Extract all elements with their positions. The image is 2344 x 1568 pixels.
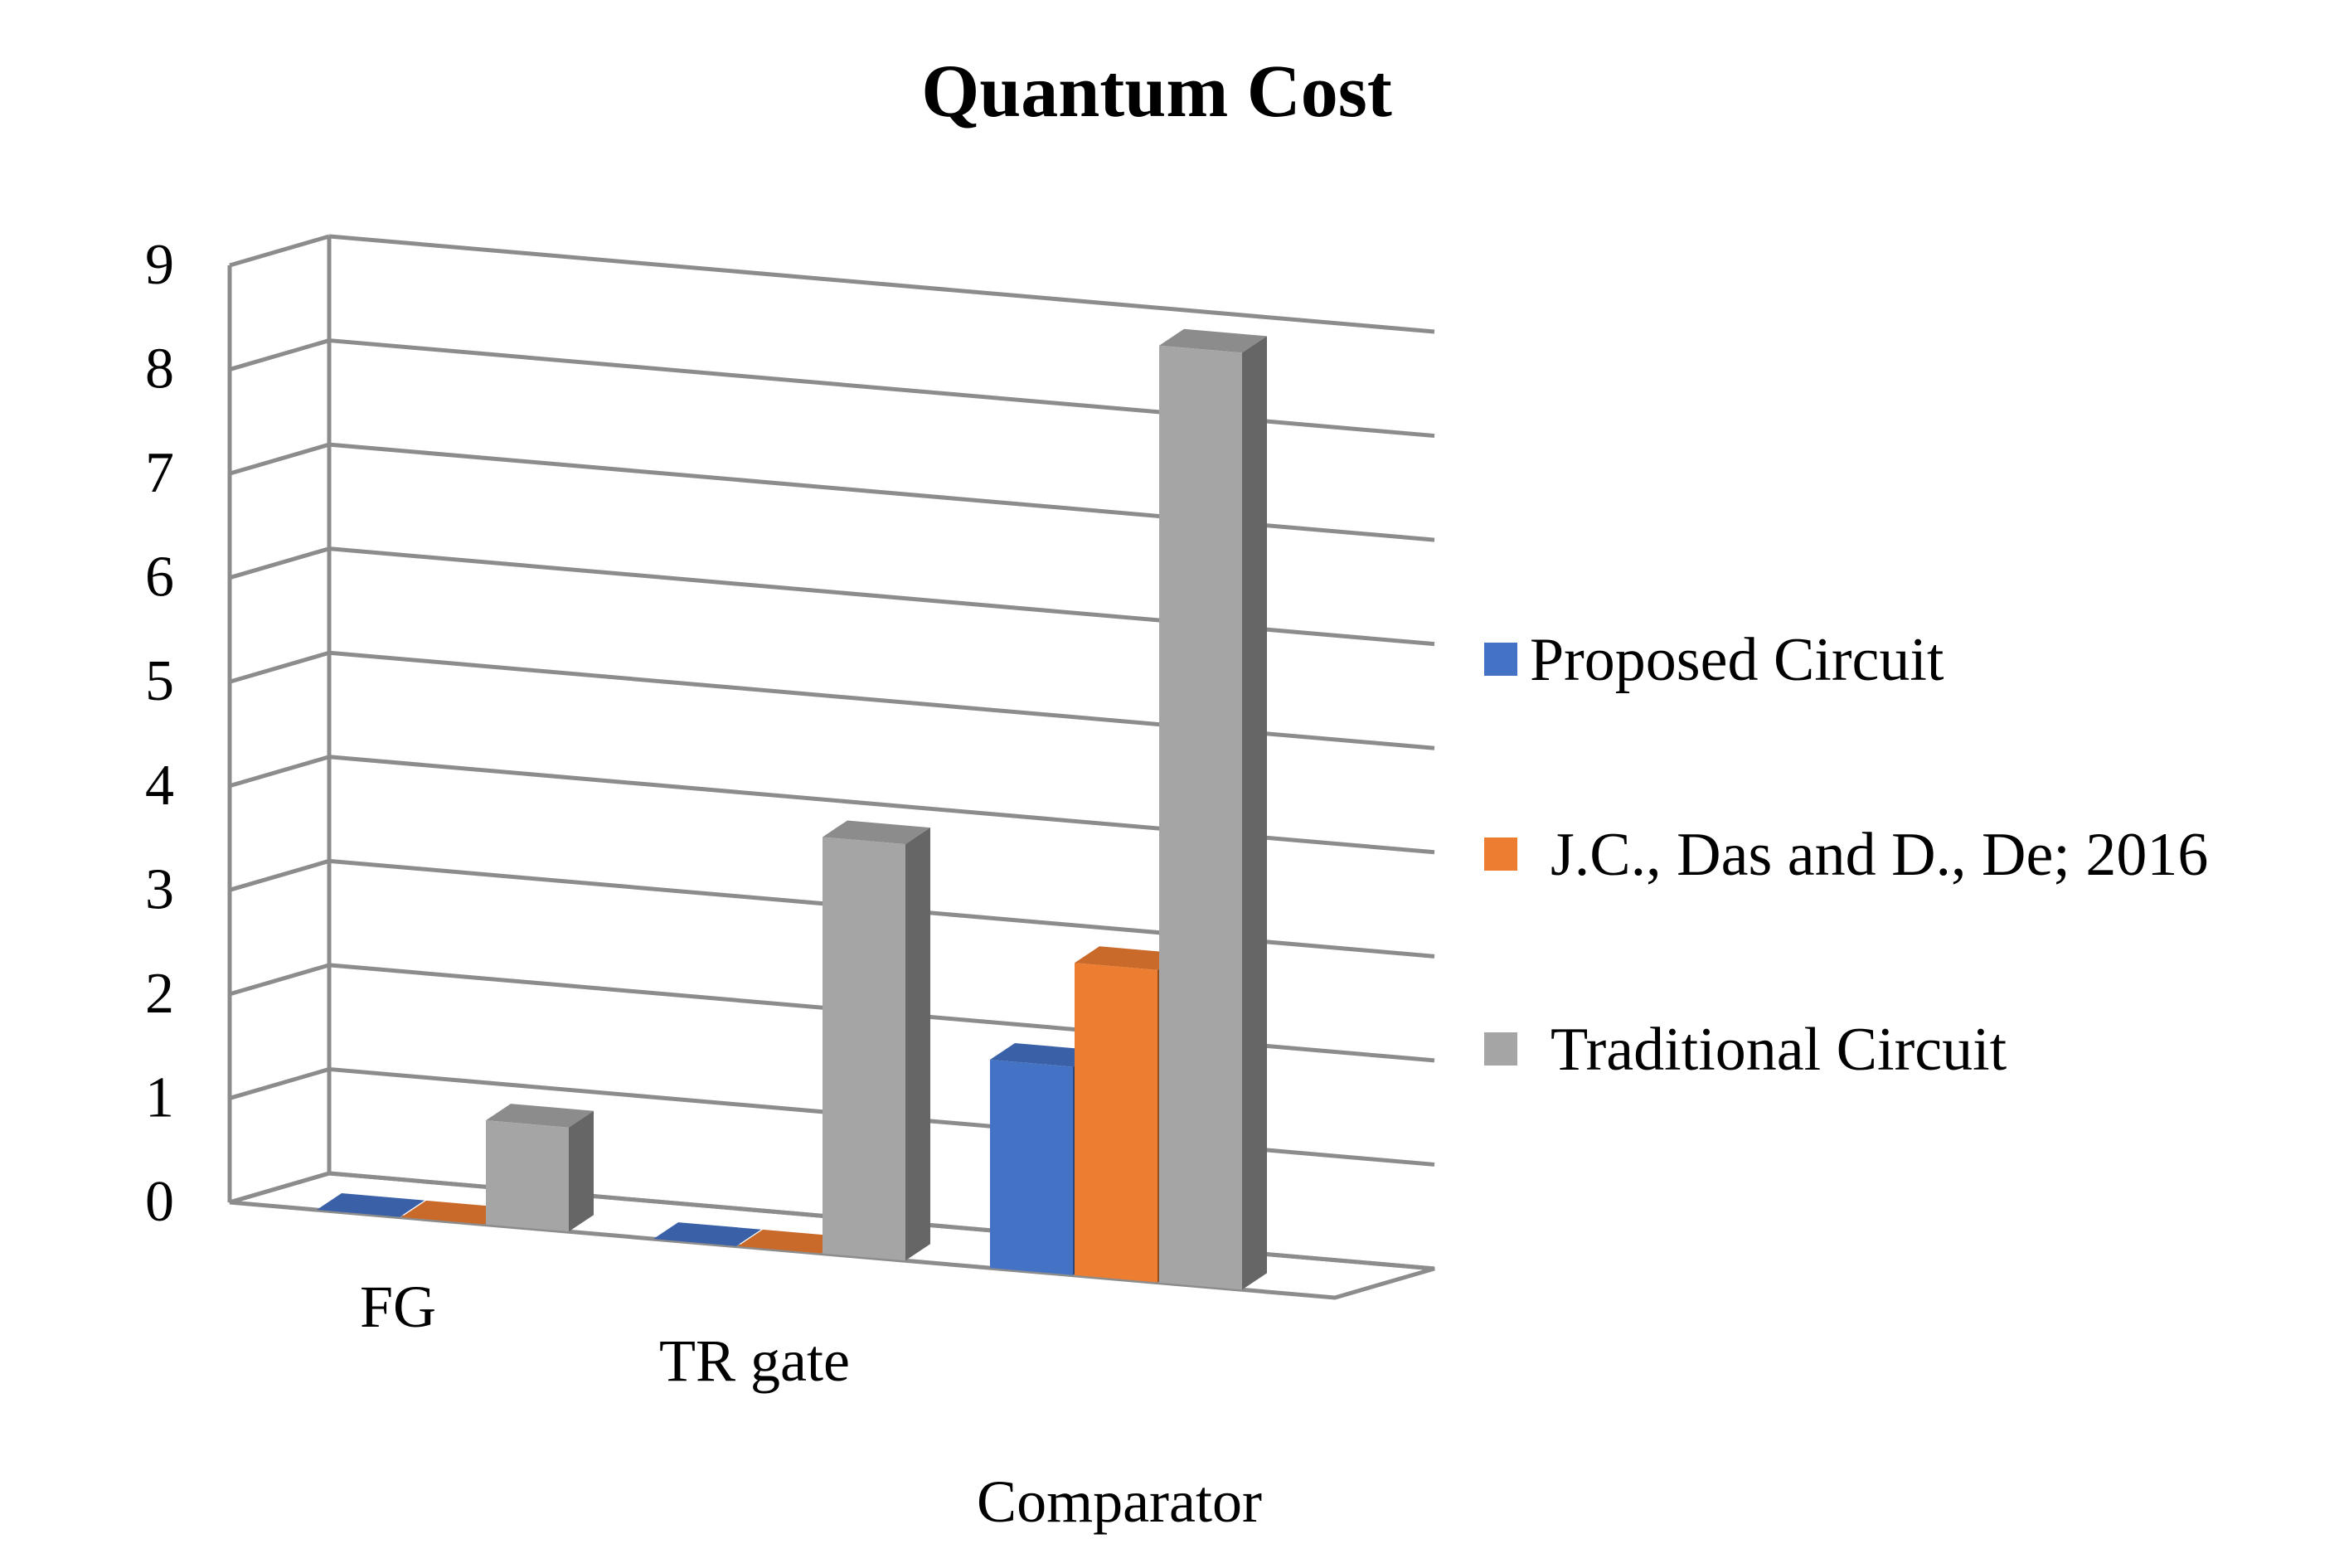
bar-side (905, 828, 930, 1261)
x-axis-categories: FG TR gate Comparator (360, 1274, 1262, 1535)
bar-top (823, 820, 930, 845)
y-tick-label: 5 (145, 649, 174, 713)
bar-top (990, 1042, 1098, 1067)
bar-top (1159, 328, 1267, 353)
chart-bars (317, 328, 1267, 1290)
y-tick-label: 4 (145, 754, 174, 818)
bar-top (1075, 946, 1182, 970)
legend-item: J.C., Das and D., De; 2016 (1484, 821, 2208, 889)
bar-front (486, 1120, 569, 1232)
y-tick-label: 8 (145, 337, 174, 401)
side-gridline (229, 234, 330, 268)
bar-j-c-das-and-d-de-2016-tr-gate (738, 1229, 846, 1254)
y-tick-label: 1 (145, 1066, 174, 1129)
bar-front (1075, 963, 1157, 1283)
back-gridline (328, 546, 1435, 647)
side-gridline (229, 858, 330, 892)
bar-j-c-das-and-d-de-2016-fg (401, 1200, 509, 1225)
y-tick-label: 9 (145, 233, 174, 297)
legend-item: Proposed Circuit (1484, 626, 1944, 694)
side-gridline (229, 338, 330, 371)
bar-front (1159, 345, 1242, 1290)
y-tick-label: 0 (145, 1170, 174, 1234)
back-gridline (328, 650, 1435, 750)
bar-top (317, 1193, 425, 1217)
legend-swatch (1484, 643, 1517, 676)
bar-proposed-circuit-fg (317, 1193, 425, 1217)
legend-item: Traditional Circuit (1484, 1016, 2007, 1084)
bar-front (823, 837, 905, 1261)
bar-top (738, 1229, 846, 1254)
chart-floor (229, 1171, 1435, 1300)
back-gridline (328, 442, 1435, 542)
y-tick-label: 2 (145, 962, 174, 1026)
chart-title: Quantum Cost (921, 51, 1392, 133)
legend-label: Traditional Circuit (1551, 1016, 2007, 1084)
bar-front (990, 1059, 1073, 1275)
back-gridline (328, 234, 1435, 334)
bar-top (486, 1104, 594, 1128)
bar-side (1242, 336, 1267, 1290)
x-category-label: Comparator (977, 1468, 1262, 1535)
bar-traditional-circuit-comparator (1159, 328, 1267, 1290)
legend-swatch (1484, 1032, 1517, 1066)
legend-label: J.C., Das and D., De; 2016 (1551, 821, 2208, 889)
x-category-label: TR gate (659, 1328, 850, 1394)
y-tick-label: 7 (145, 441, 174, 505)
back-gridline (328, 338, 1435, 439)
bar-traditional-circuit-fg (486, 1104, 594, 1232)
bar-proposed-circuit-tr-gate (653, 1222, 761, 1246)
legend-swatch (1484, 837, 1517, 871)
legend-label: Proposed Circuit (1530, 626, 1944, 694)
side-gridline (229, 650, 330, 684)
y-tick-label: 6 (145, 546, 174, 609)
bar-top (401, 1200, 509, 1225)
side-gridline (229, 442, 330, 476)
bar-top (653, 1222, 761, 1246)
bar-traditional-circuit-tr-gate (823, 820, 930, 1261)
chart-legend: Proposed Circuit J.C., Das and D., De; 20… (1484, 626, 2208, 1084)
y-axis-ticks: 0 1 2 3 4 5 6 7 8 9 (145, 233, 174, 1234)
side-gridline (229, 963, 330, 997)
x-category-label: FG (360, 1274, 436, 1340)
side-gridline (229, 1067, 330, 1100)
bar-side (569, 1110, 594, 1232)
side-gridline (229, 755, 330, 789)
side-gridline (229, 546, 330, 580)
y-tick-label: 3 (145, 857, 174, 921)
